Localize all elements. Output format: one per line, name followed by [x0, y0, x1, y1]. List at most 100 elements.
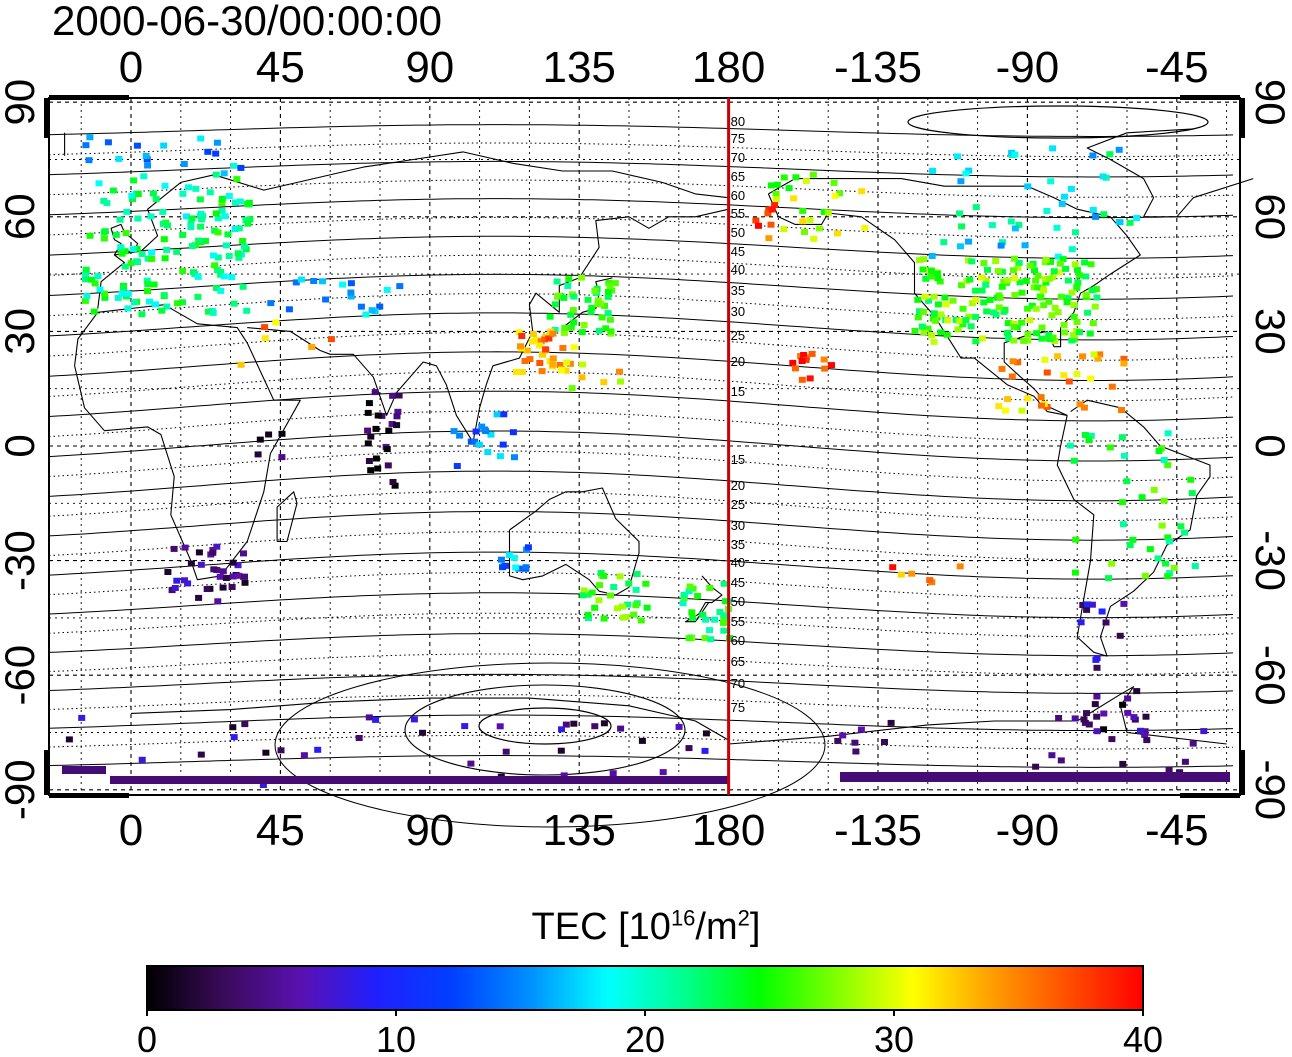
- tec-point: [942, 301, 950, 308]
- tec-point: [949, 297, 957, 304]
- tec-point: [197, 135, 205, 142]
- tec-point: [591, 604, 599, 611]
- tec-point: [133, 142, 141, 149]
- tec-point: [292, 279, 300, 286]
- lat-tick-label-left: -30: [0, 530, 43, 591]
- tec-point: [374, 465, 382, 472]
- tec-point: [410, 716, 418, 723]
- tec-point: [675, 723, 683, 730]
- tec-point: [701, 747, 709, 754]
- tec-point: [1130, 714, 1138, 721]
- tec-point: [685, 588, 693, 595]
- tec-point: [391, 482, 399, 489]
- tec-point: [570, 319, 578, 326]
- tec-point: [96, 286, 104, 293]
- tec-point: [1089, 206, 1097, 213]
- tec-point: [322, 296, 330, 303]
- tec-point: [617, 725, 625, 732]
- tec-point: [995, 304, 1003, 311]
- tec-point: [94, 273, 102, 280]
- lon-tick-label-top: 0: [119, 43, 143, 92]
- mlat-label: 15: [731, 452, 745, 467]
- tec-point: [160, 292, 168, 299]
- tec-point: [365, 714, 373, 721]
- tec-point: [536, 342, 544, 349]
- tec-point: [986, 296, 994, 303]
- tec-point: [564, 283, 572, 289]
- lat-tick-label-right: 90: [1247, 79, 1292, 126]
- tec-point: [484, 449, 492, 456]
- tec-point: [570, 720, 578, 727]
- tec-point: [565, 276, 573, 283]
- tec-point: [198, 216, 206, 223]
- mlat-label: 65: [731, 654, 745, 669]
- tec-point: [965, 313, 973, 320]
- tec-point: [992, 258, 1000, 264]
- tec-point: [954, 326, 962, 333]
- tec-point: [367, 467, 375, 474]
- tec-point: [524, 544, 532, 551]
- tec-point: [120, 284, 128, 291]
- mlat-contour: [48, 430, 1234, 462]
- tec-point: [988, 222, 996, 229]
- tec-point: [1050, 268, 1058, 275]
- tec-point: [1022, 278, 1030, 284]
- mlat-contour: [48, 551, 1234, 580]
- tec-point: [1028, 302, 1036, 309]
- tec-point: [595, 597, 603, 604]
- tec-point: [1004, 320, 1012, 327]
- tec-point: [300, 752, 308, 759]
- tec-point: [972, 296, 980, 303]
- tec-point: [570, 344, 578, 351]
- tec-point: [101, 228, 109, 235]
- tec-point: [241, 579, 249, 586]
- tec-point: [642, 580, 650, 587]
- tec-point: [1085, 721, 1093, 728]
- tec-point: [195, 237, 203, 244]
- tec-point: [512, 369, 520, 375]
- tec-point: [956, 563, 964, 570]
- tec-point: [196, 196, 204, 203]
- tec-point: [601, 302, 608, 309]
- tec-point: [1014, 264, 1022, 271]
- tec-point: [563, 359, 571, 366]
- tec-point: [116, 216, 124, 223]
- tec-point: [1007, 218, 1015, 225]
- tec-point: [1024, 337, 1032, 344]
- tec-point: [229, 573, 237, 580]
- lon-tick-label-bottom: 90: [405, 806, 454, 855]
- tec-point: [1011, 151, 1019, 158]
- tec-point: [1093, 693, 1101, 700]
- tec-point: [1073, 266, 1081, 273]
- tec-point: [1076, 401, 1084, 408]
- tec-point: [142, 153, 150, 159]
- tec-point: [1080, 716, 1088, 723]
- tec-point: [364, 440, 372, 447]
- tec-point: [606, 316, 614, 323]
- tec-point: [1098, 608, 1106, 615]
- tec-point: [148, 255, 156, 262]
- mlat-contour: [48, 351, 1234, 381]
- tec-point: [1038, 402, 1045, 409]
- tec-point: [1040, 302, 1048, 309]
- tec-point: [1004, 277, 1012, 284]
- tec-point: [1045, 331, 1053, 338]
- tec-point: [772, 196, 780, 203]
- tec-point: [598, 314, 606, 321]
- tec-point: [968, 258, 976, 265]
- lon-tick-label-top: -90: [996, 43, 1060, 92]
- lat-tick-label-left: 0: [0, 434, 43, 457]
- tec-point: [977, 274, 985, 281]
- tec-point: [161, 182, 169, 189]
- colorbar-title-prefix: TEC [10: [531, 906, 671, 948]
- tec-point: [551, 326, 559, 333]
- tec-point: [496, 453, 504, 460]
- tec-point: [144, 288, 151, 295]
- tec-point: [1100, 710, 1108, 717]
- mlat-label: 20: [731, 478, 745, 493]
- tec-point: [595, 327, 603, 334]
- tec-point: [90, 308, 98, 315]
- north-pole-contour: [907, 105, 1209, 139]
- tec-point: [218, 195, 226, 202]
- mlat-label: 35: [731, 283, 745, 298]
